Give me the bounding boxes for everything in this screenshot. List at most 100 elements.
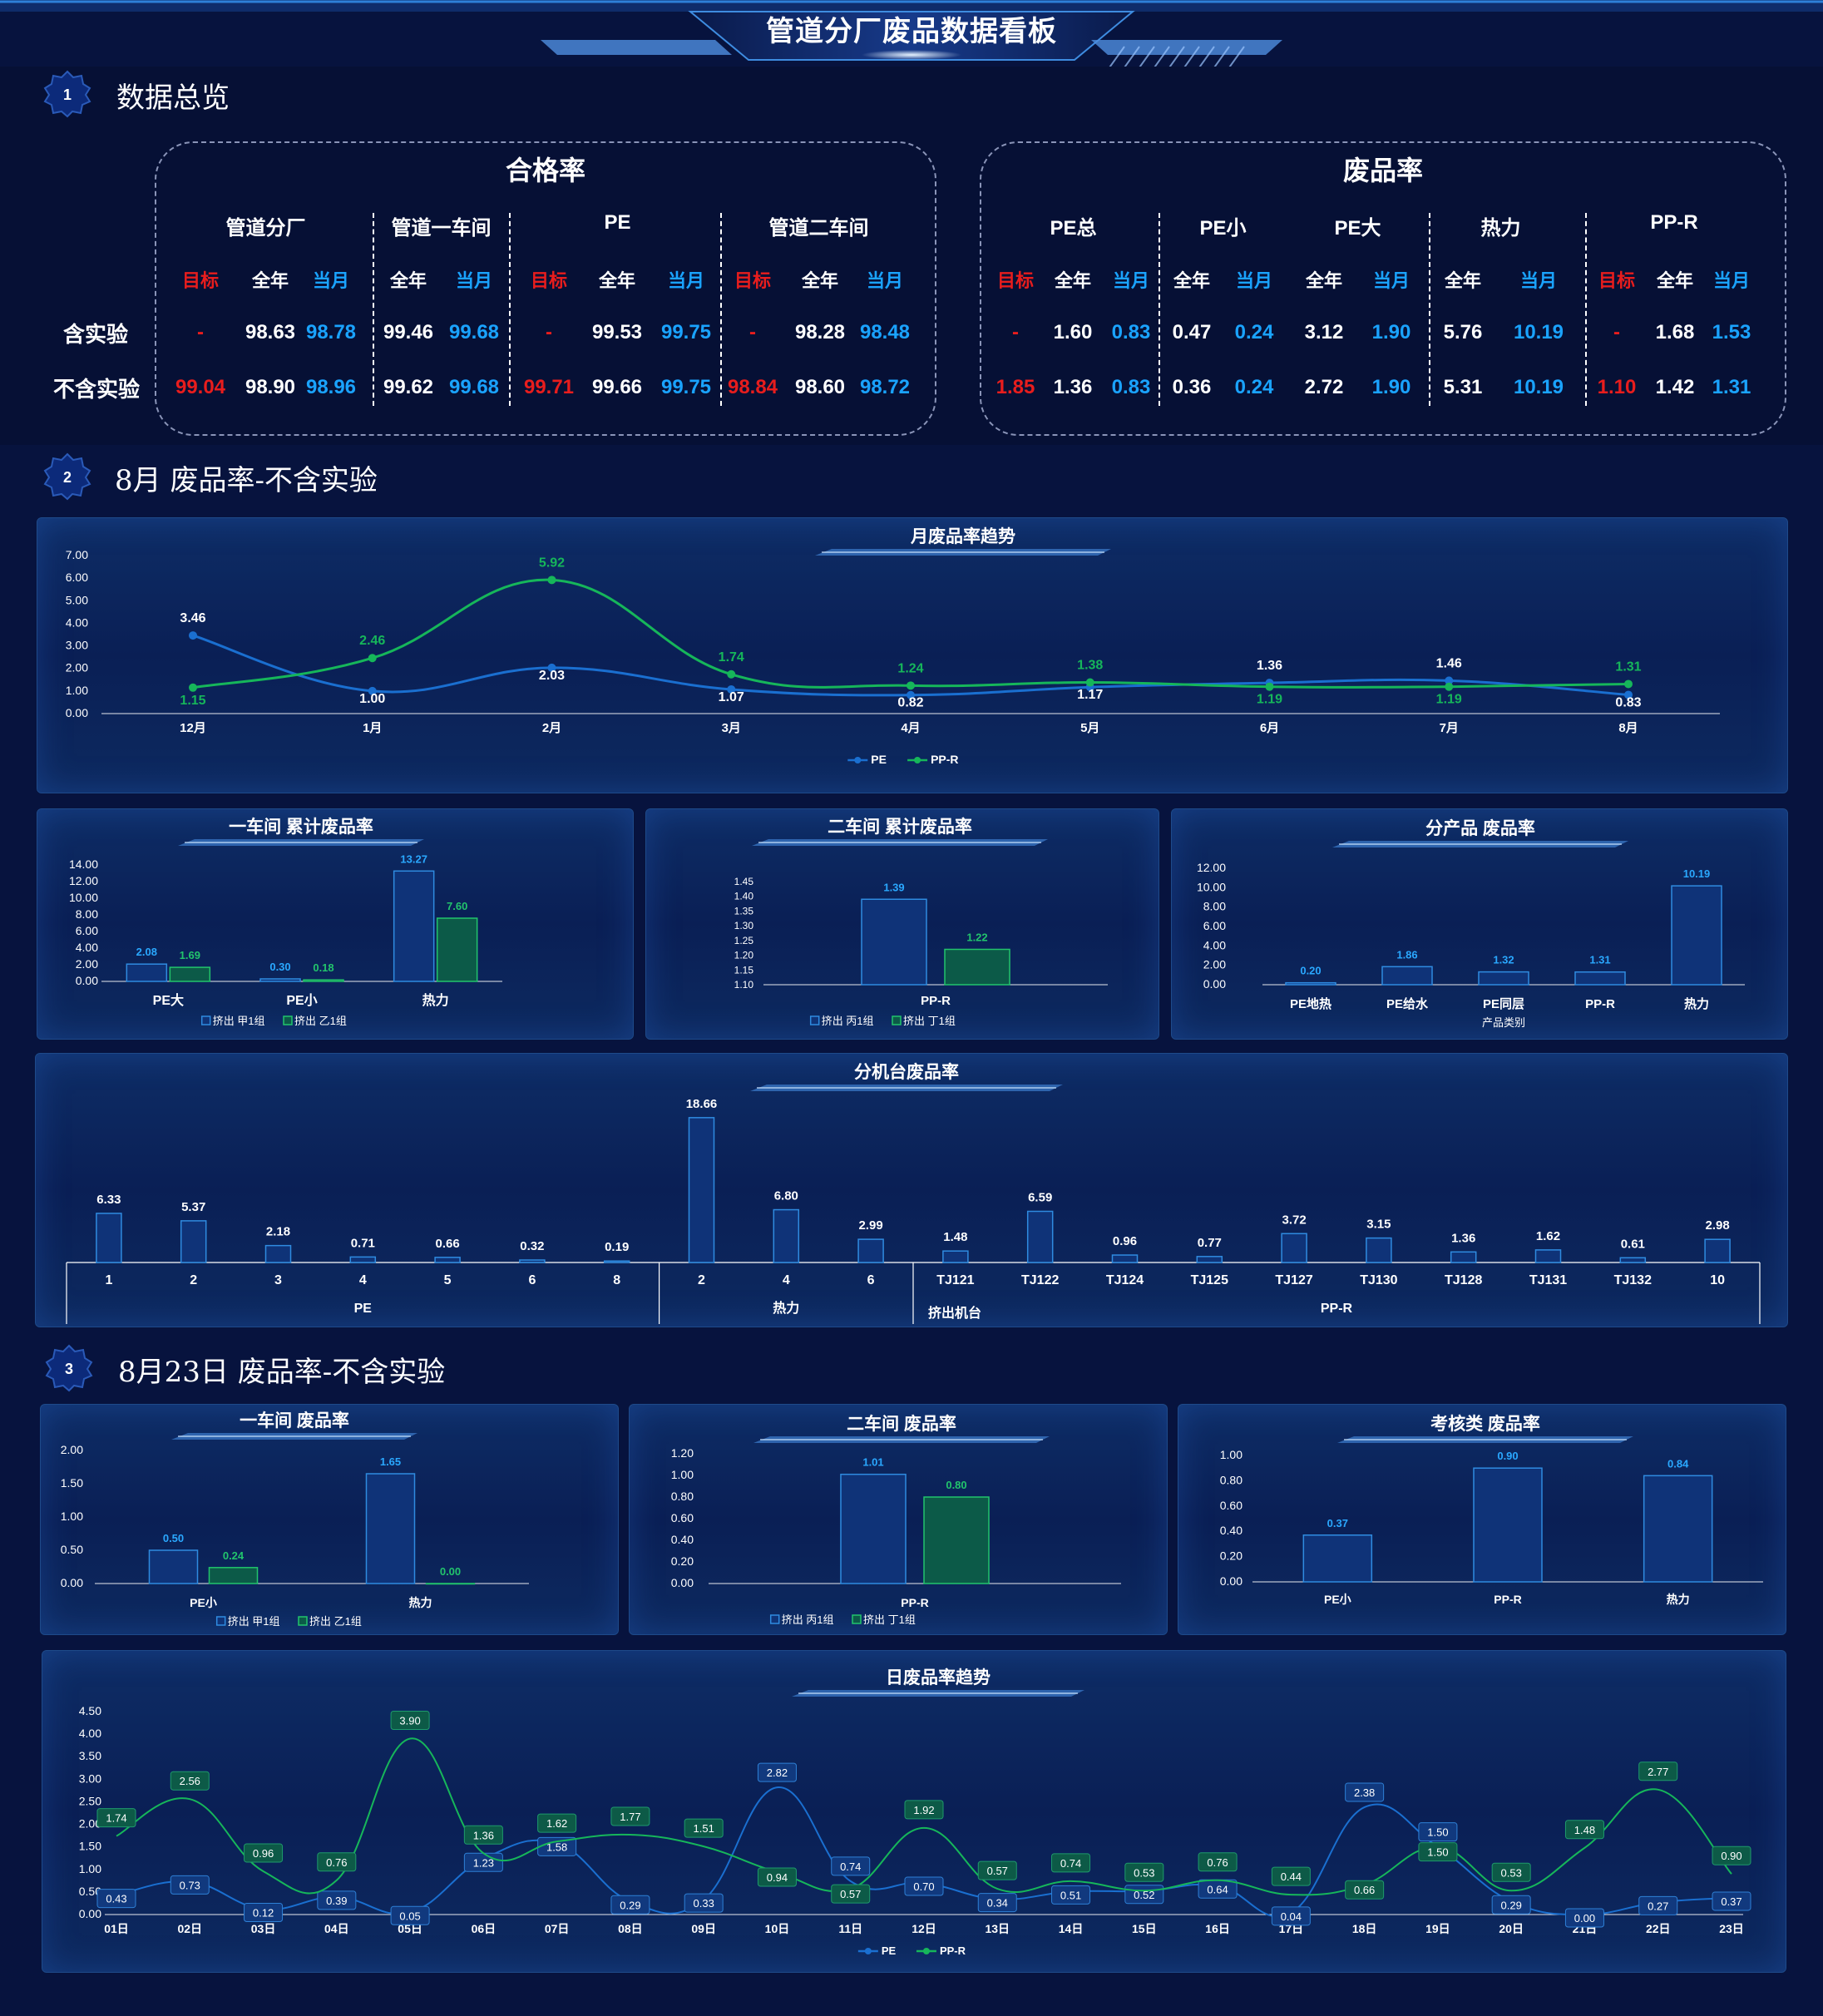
- daily-legend-label-0: PE: [882, 1944, 897, 1957]
- monthly-s1-point-1: [368, 654, 377, 663]
- monthly-xtick-7: 7月: [1440, 721, 1459, 735]
- scrap-group-4: PP-R: [1650, 211, 1698, 234]
- machine-label-3: 0.71: [351, 1236, 375, 1250]
- scrap-group-0: PE总: [1050, 217, 1097, 240]
- machine-xtick-19: 10: [1710, 1273, 1725, 1287]
- daily-s0-label-box-1: [170, 1875, 210, 1895]
- qualified-value-r1-c3: 99.62: [383, 376, 434, 398]
- qualified-subheader-9: 全年: [801, 270, 838, 291]
- daily-xtick-11: 12日: [912, 1922, 936, 1935]
- daily-s0-label-0: 0.43: [106, 1893, 126, 1905]
- daily-s0-label-16: 0.04: [1281, 1910, 1302, 1923]
- daily-legend-label-1: PP-R: [940, 1944, 966, 1957]
- scrap-subheader-0: 目标: [996, 270, 1034, 291]
- monthly-s0-point-8: [1624, 690, 1633, 699]
- product-s0-label-4: 10.19: [1683, 867, 1711, 880]
- ws1-ytick-3: 8.00: [76, 907, 98, 921]
- scrap-value-r1-c1: 1.36: [1053, 376, 1093, 398]
- ws2-ytick-4: 1.25: [734, 935, 754, 946]
- day-ws1-panel: [40, 1404, 619, 1635]
- header-bar: [0, 0, 1823, 71]
- monthly-ytick-5: 2.00: [66, 661, 88, 674]
- daily-s0-label-20: 0.00: [1574, 1912, 1595, 1925]
- d_ws2-legend-label-0: 挤出 丙1组: [782, 1613, 834, 1626]
- machine-xtick-10: TJ121: [936, 1273, 974, 1287]
- d_ws1-xtick-1: 热力: [409, 1596, 432, 1609]
- daily-xtick-13: 14日: [1059, 1922, 1084, 1935]
- monthly-s0-point-4: [907, 690, 915, 699]
- scrap-value-r1-c3: 0.36: [1172, 376, 1212, 398]
- machine-xtick-5: 6: [528, 1273, 536, 1287]
- daily-ytick-9: 0.00: [79, 1907, 101, 1920]
- daily-s0-label-8: 0.33: [694, 1897, 714, 1910]
- machine-label-9: 2.99: [858, 1218, 882, 1233]
- scrap-rate-card: 废品率: [980, 141, 1786, 436]
- monthly-s0-label-6: 1.36: [1257, 659, 1282, 673]
- daily-s1-label-0: 1.74: [106, 1812, 126, 1825]
- daily-s0-label-box-20: [1564, 1908, 1604, 1928]
- section-badge-3: 3: [45, 1344, 93, 1392]
- daily-title: 日废品率趋势: [886, 1668, 991, 1687]
- daily-s0-label-2: 0.12: [253, 1906, 274, 1919]
- monthly-s0-point-2: [547, 663, 556, 672]
- monthly-s1-point-6: [1265, 682, 1274, 691]
- daily-s1-label-box-21: [1638, 1762, 1678, 1781]
- d_ws1-ytick-2: 1.00: [61, 1510, 83, 1523]
- product-s0-label-3: 1.31: [1589, 954, 1610, 966]
- machine-bar-0: [96, 1213, 122, 1263]
- machine-scrap-chart: 分机台废品率 6.33 1 5.37 2 2.18 3 0.71 4 0.66 5 0.32 6 0.19…: [66, 1062, 1761, 1324]
- product-s0-bar-1: [1381, 966, 1433, 986]
- qualified-value-r0-c0: -: [197, 321, 204, 343]
- daily-xtick-12: 13日: [985, 1922, 1010, 1935]
- ws1-s0-bar-2: [393, 870, 435, 982]
- daily-s0-label-box-13: [1051, 1885, 1091, 1905]
- d_ws1-ytick-3: 0.50: [61, 1543, 83, 1556]
- ws1-s0-label-0: 2.08: [136, 946, 157, 958]
- daily-ytick-2: 3.50: [79, 1749, 101, 1762]
- daily-s1-label-13: 0.74: [1060, 1857, 1081, 1870]
- daily-s0-label-22: 0.37: [1721, 1895, 1741, 1908]
- daily-s1-label-box-14: [1124, 1862, 1164, 1882]
- qualified-divider-0: [373, 213, 374, 406]
- daily-ytick-8: 0.50: [79, 1885, 101, 1898]
- scrap-value-r1-c6: 1.90: [1371, 376, 1411, 398]
- d_ws2-ytick-1: 1.00: [671, 1468, 694, 1481]
- ws1-s1-label-2: 7.60: [447, 900, 467, 912]
- qualified-value-r0-c8: -: [749, 321, 756, 343]
- qualified-group-2: PE: [604, 211, 631, 234]
- daily-s0-label-box-11: [904, 1876, 944, 1896]
- daily-xtick-19: 20日: [1499, 1922, 1524, 1935]
- daily-s0-label-3: 0.39: [326, 1895, 347, 1907]
- daily-s0-label-box-22: [1712, 1891, 1751, 1911]
- qualified-value-r0-c9: 98.28: [794, 321, 846, 343]
- monthly-s1-label-6: 1.19: [1257, 693, 1282, 707]
- d_exam-ytick-5: 0.00: [1220, 1574, 1243, 1588]
- product-xlabel: 产品类别: [1482, 1016, 1525, 1029]
- machine-bar-15: [1366, 1237, 1392, 1263]
- daily-xtick-4: 05日: [398, 1922, 422, 1935]
- monthly-s1-point-4: [907, 681, 915, 690]
- daily-s0-label-21: 0.27: [1648, 1900, 1668, 1912]
- qualified-value-r0-c1: 98.63: [245, 321, 296, 343]
- section-badge-2: 2: [43, 452, 91, 501]
- monthly-xtick-3: 3月: [722, 721, 741, 735]
- daily-s1-label-box-4: [390, 1711, 430, 1731]
- daily-s1-label-box-0: [96, 1808, 136, 1828]
- svg-text:3: 3: [65, 1361, 73, 1377]
- monthly-s1-point-0: [189, 683, 197, 692]
- scrap-subheader-5: 全年: [1305, 270, 1342, 291]
- monthly-s0-label-1: 1.00: [359, 692, 385, 706]
- ws2-title: 二车间 累计废品率: [828, 817, 972, 837]
- daily-xtick-5: 06日: [472, 1922, 497, 1935]
- machine-bar-11: [1026, 1210, 1054, 1263]
- machine-group-2: PP-R: [1321, 1302, 1353, 1316]
- daily-s1-label-box-12: [977, 1860, 1017, 1880]
- ws1-s0-label-2: 13.27: [400, 852, 427, 865]
- d_exam-title: 考核类 废品率: [1430, 1414, 1540, 1434]
- d_ws1-s1-label-1: 0.00: [440, 1565, 461, 1578]
- machine-label-14: 3.72: [1282, 1213, 1306, 1227]
- daily-ytick-5: 2.00: [79, 1817, 101, 1831]
- qualified-subheader-2: 当月: [312, 270, 349, 291]
- daily-ytick-6: 1.50: [79, 1840, 101, 1853]
- daily-s0-label-box-18: [1418, 1822, 1458, 1842]
